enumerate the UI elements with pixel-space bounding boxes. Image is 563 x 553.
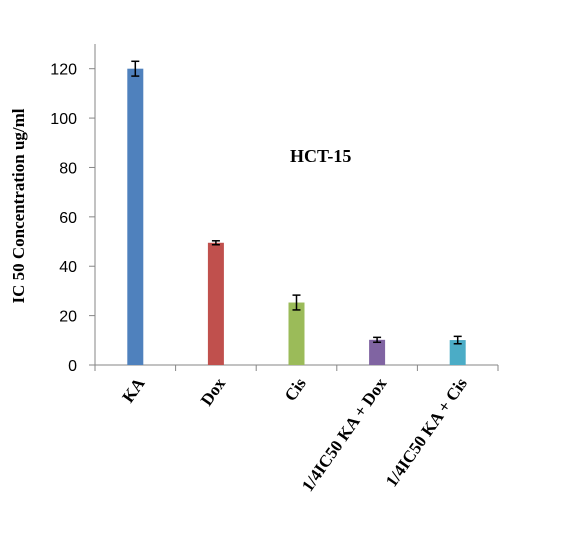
bar-3: [288, 302, 305, 365]
y-tick-label: 0: [68, 358, 77, 375]
error-bar-4: [373, 336, 382, 344]
y-tick-label: 80: [59, 160, 77, 177]
y-tick-label: 100: [50, 111, 77, 128]
error-bar-2: [211, 240, 220, 246]
category-label: KA: [118, 374, 149, 406]
error-bar-5: [453, 335, 462, 345]
y-tick-label: 60: [59, 210, 77, 227]
y-tick-label: 40: [59, 259, 77, 276]
category-label: 1/4IC50 KA + Cis: [382, 374, 471, 490]
y-tick-label: 120: [50, 62, 77, 79]
y-tick-label: 20: [59, 309, 77, 326]
bar-5: [449, 340, 466, 365]
error-bar-3: [292, 294, 301, 311]
category-label: Dox: [197, 374, 230, 409]
category-label: 1/4IC50 KA + Dox: [298, 374, 391, 495]
bar-2: [207, 242, 224, 365]
y-axis-title: IC 50 Concentration ug/ml: [9, 108, 28, 303]
bar-4: [369, 339, 386, 365]
chart-bars: [127, 68, 466, 365]
chart-axes: 0 20 40 60 80 100 120: [50, 44, 499, 375]
bar-1: [127, 68, 144, 365]
category-label: Cis: [281, 374, 310, 405]
error-bar-1: [131, 60, 140, 77]
chart-error-bars: [131, 60, 462, 345]
chart-annotation: HCT-15: [290, 146, 351, 166]
